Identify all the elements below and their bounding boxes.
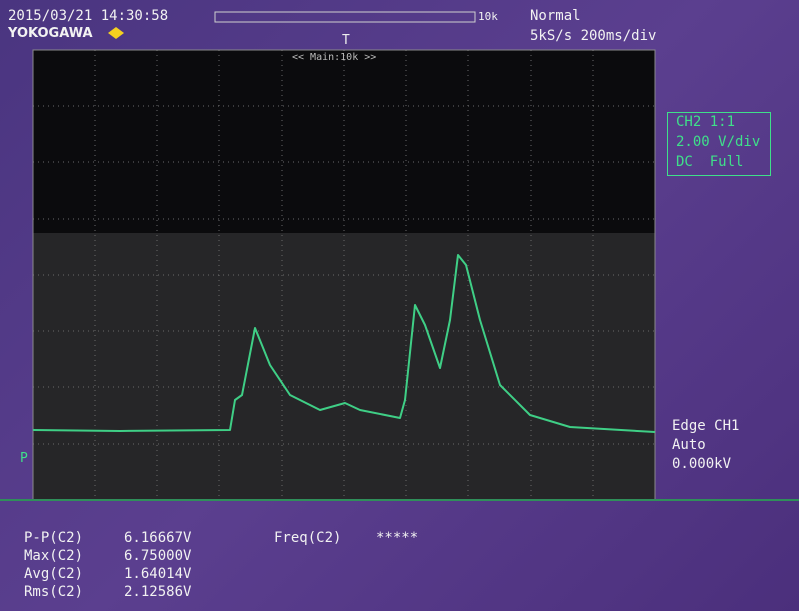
grid-lower (33, 233, 655, 500)
timebase: 5kS/s 200ms/div (530, 28, 657, 44)
trigger-marker: T (342, 33, 350, 48)
brand: YOKOGAWA (8, 26, 93, 41)
zoom-label: << Main:10k >> (292, 52, 377, 63)
ground-marker: P (20, 451, 28, 466)
measure-value: 6.75000V (124, 548, 192, 564)
waveform-trace (32, 254, 656, 433)
measure-value: 6.16667V (124, 530, 192, 546)
trigger-type: Edge CH1 (672, 418, 740, 434)
timestamp: 2015/03/21 14:30:58 (8, 8, 169, 24)
measure-name: Avg(C2) (24, 566, 84, 582)
trigger-level: 0.000kV (672, 456, 732, 472)
channel-coupling: DC Full (676, 154, 744, 170)
trigger-auto: Auto (672, 437, 706, 453)
measure-name: P-P(C2) (24, 530, 84, 546)
measure-name: Rms(C2) (24, 584, 84, 600)
measure-name: Freq(C2) (274, 530, 342, 546)
scroll-bar (214, 11, 476, 23)
memory-length: 10k (478, 10, 498, 23)
measure-value: ***** (376, 530, 419, 546)
logo-diamond (108, 27, 124, 39)
channel-scale: 2.00 V/div (676, 134, 761, 150)
graticule (33, 50, 655, 500)
measure-value: 1.64014V (124, 566, 192, 582)
channel-box (667, 112, 771, 176)
measure-name: Max(C2) (24, 548, 84, 564)
trigger-mode: Normal (530, 8, 581, 24)
measure-value: 2.12586V (124, 584, 192, 600)
channel-label: CH2 1:1 (676, 114, 736, 130)
